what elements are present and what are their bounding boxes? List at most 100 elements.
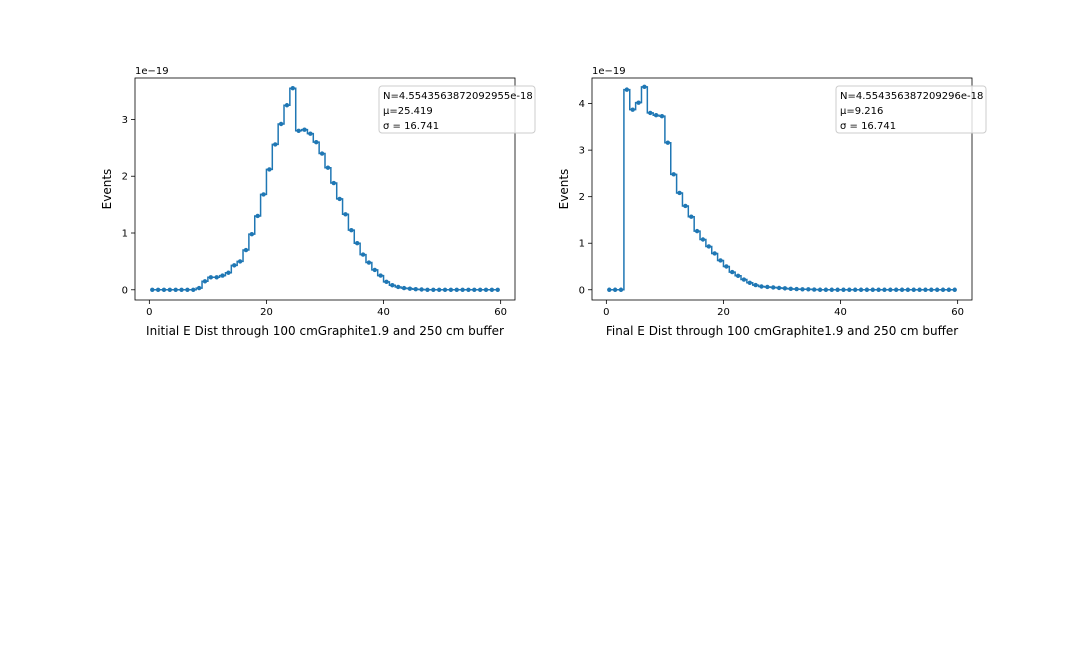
- right-data-point: [694, 228, 700, 234]
- left-stats-sigma: σ = 16.741: [383, 121, 439, 132]
- left-data-point: [302, 127, 307, 132]
- left-data-point: [179, 287, 184, 292]
- left-data-point: [407, 286, 413, 291]
- left-data-point: [413, 287, 418, 292]
- left-data-point: [448, 287, 454, 292]
- right-data-point: [923, 287, 928, 292]
- right-stats-sigma: σ = 16.741: [840, 121, 896, 132]
- right-stats-n: N=4.554356387209296e-18: [840, 91, 983, 102]
- right-data-point: [806, 287, 811, 292]
- left-data-point: [161, 287, 167, 292]
- right-data-point: [823, 287, 829, 292]
- right-y-tick-label: 1: [579, 239, 585, 250]
- left-data-point: [150, 287, 155, 292]
- left-data-point: [319, 151, 325, 156]
- left-data-point: [208, 275, 214, 280]
- left-data-point: [220, 273, 225, 278]
- left-stats-mu: μ=25.419: [383, 106, 433, 117]
- right-markers: [607, 84, 957, 292]
- right-data-point: [911, 287, 916, 292]
- left-data-point: [243, 247, 249, 253]
- left-data-point: [331, 180, 336, 186]
- right-data-point: [882, 287, 887, 292]
- right-x-tick-label: 0: [603, 307, 609, 318]
- left-data-point: [173, 287, 178, 292]
- left-data-point: [472, 287, 477, 292]
- left-x-axis-label: Initial E Dist through 100 cmGraphite1.9…: [146, 324, 504, 338]
- right-data-point: [776, 285, 782, 291]
- left-data-point: [466, 287, 471, 292]
- right-data-point: [929, 287, 934, 292]
- left-data-point: [366, 260, 372, 265]
- left-data-point: [419, 287, 424, 292]
- left-data-point: [477, 287, 483, 292]
- left-data-point: [191, 287, 196, 292]
- right-data-point: [829, 287, 834, 292]
- left-data-point: [442, 287, 448, 292]
- right-data-point: [735, 273, 741, 278]
- right-data-point: [730, 269, 735, 275]
- left-data-point: [267, 167, 272, 172]
- right-y-tick-label: 4: [579, 99, 585, 110]
- right-data-point: [665, 140, 671, 145]
- right-data-point: [940, 287, 946, 292]
- right-data-point: [888, 287, 893, 292]
- left-x-tick-label: 40: [377, 307, 390, 318]
- left-data-point: [237, 259, 243, 264]
- right-data-point: [706, 244, 712, 249]
- left-data-point: [314, 139, 319, 145]
- left-data-point: [185, 287, 190, 292]
- right-data-point: [712, 251, 717, 256]
- left-data-point: [284, 103, 290, 108]
- left-data-point: [378, 273, 383, 278]
- left-y-tick-label: 1: [122, 229, 128, 240]
- left-y-tick-label: 3: [122, 115, 128, 126]
- right-data-point: [659, 113, 665, 119]
- left-axes-frame: [134, 77, 516, 301]
- right-data-point: [934, 287, 940, 292]
- right-data-point: [724, 264, 729, 269]
- right-y-tick-label: 0: [579, 285, 585, 296]
- left-x-tick-label: 0: [146, 307, 152, 318]
- left-data-point: [325, 165, 331, 170]
- left-data-point: [196, 285, 202, 291]
- left-data-point: [226, 270, 231, 275]
- left-y-tick-label: 2: [122, 172, 128, 183]
- left-y-offset-text: 1e−19: [135, 66, 169, 77]
- right-data-point: [788, 286, 793, 292]
- left-stats-frame: [378, 85, 536, 134]
- right-stats-frame: [835, 85, 987, 134]
- right-data-point: [683, 203, 688, 209]
- left-data-point: [232, 263, 237, 268]
- right-data-point: [648, 110, 653, 116]
- left-data-point: [495, 287, 500, 292]
- right-subplot: 0 20 40 60 0 1 2 3 4 1e−19 Events Final E Dist t…: [557, 66, 987, 338]
- right-data-point: [630, 107, 635, 112]
- right-data-point: [753, 282, 758, 288]
- left-ticks: 0 20 40 60 0 1 2 3: [122, 115, 507, 318]
- right-stats-mu: μ=9.216: [840, 106, 883, 117]
- right-ticks: 0 20 40 60 0 1 2 3 4: [579, 99, 964, 318]
- left-stats-box: N=4.5543563872092955e-18 μ=25.419 σ = 16…: [378, 85, 536, 134]
- left-y-tick-label: 0: [122, 285, 128, 296]
- right-data-point: [946, 287, 952, 292]
- right-data-point: [765, 284, 770, 290]
- right-data-point: [689, 214, 694, 219]
- left-x-tick-label: 60: [494, 307, 507, 318]
- left-data-point: [425, 287, 430, 292]
- left-data-point: [489, 287, 495, 292]
- left-data-point: [155, 287, 161, 292]
- right-data-point: [952, 287, 957, 292]
- right-data-point: [636, 100, 641, 105]
- left-data-point: [349, 227, 354, 233]
- left-x-tick-label: 20: [260, 307, 273, 318]
- right-data-point: [782, 286, 788, 291]
- right-data-point: [870, 287, 875, 292]
- right-data-point: [905, 287, 911, 292]
- right-data-point: [876, 287, 881, 292]
- left-markers: [150, 86, 500, 292]
- right-data-point: [812, 287, 817, 292]
- right-y-offset-text: 1e−19: [592, 66, 626, 77]
- right-data-point: [794, 286, 799, 292]
- left-data-point: [395, 284, 401, 290]
